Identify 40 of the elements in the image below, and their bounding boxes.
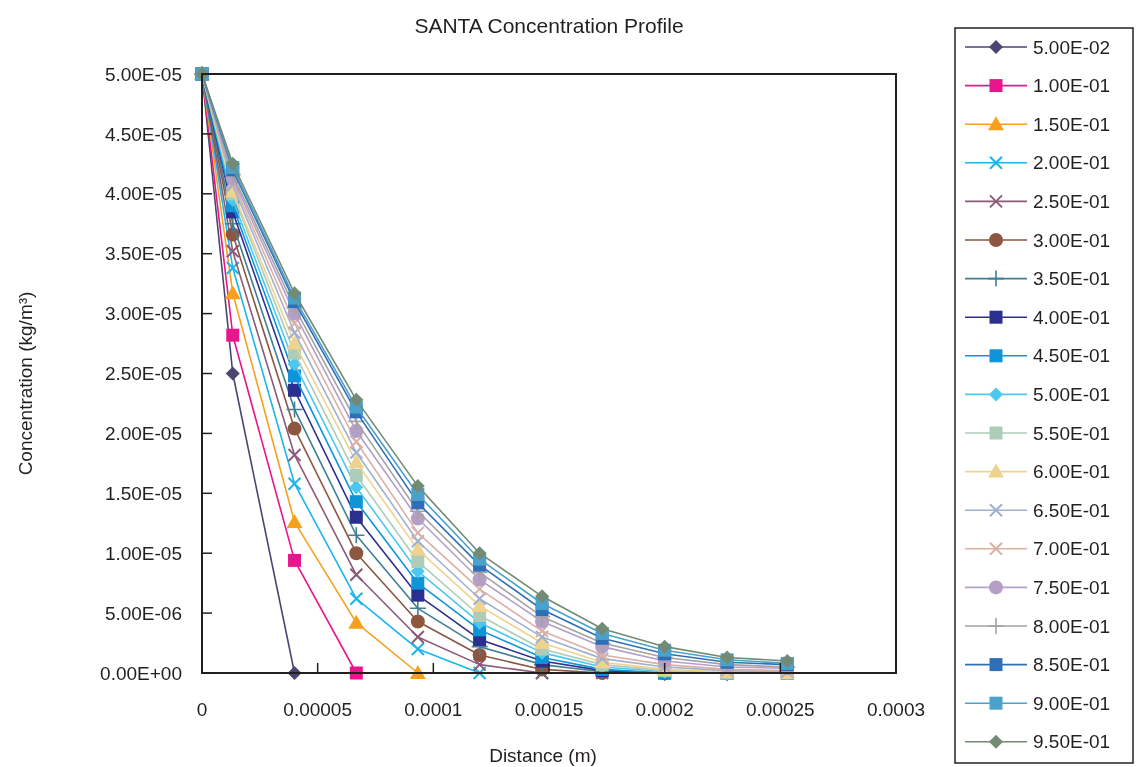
legend-label: 2.50E-01 <box>1033 191 1111 213</box>
y-tick-label: 5.00E-06 <box>104 602 182 624</box>
y-tick-label: 4.50E-05 <box>104 123 182 145</box>
legend-label: 6.00E-01 <box>1033 461 1111 483</box>
legend-label: 1.50E-01 <box>1033 113 1111 135</box>
x-tick-label: 0 <box>196 699 208 720</box>
legend-label: 2.00E-01 <box>1033 152 1111 174</box>
legend-label: 6.50E-01 <box>1033 499 1111 521</box>
y-tick-label: 1.50E-05 <box>104 482 182 504</box>
x-tick-label: 0.00005 <box>283 699 353 720</box>
chart-title: SANTA Concentration Profile <box>414 14 684 37</box>
legend-label: 9.00E-01 <box>1033 692 1111 714</box>
legend-label: 9.50E-01 <box>1033 731 1111 753</box>
y-tick-label: 2.50E-05 <box>104 363 182 385</box>
y-tick-label: 4.00E-05 <box>104 183 182 205</box>
x-tick-label: 0.00025 <box>745 699 815 720</box>
legend-label: 3.50E-01 <box>1033 268 1111 290</box>
legend-label: 3.00E-01 <box>1033 229 1111 251</box>
x-tick-label: 0.00015 <box>514 699 584 720</box>
y-tick-label: 3.00E-05 <box>104 303 182 325</box>
y-axis-title: Concentration (kg/m³) <box>15 291 36 476</box>
x-tick-label: 0.0001 <box>404 699 463 720</box>
legend-label: 7.50E-01 <box>1033 577 1111 599</box>
legend-label: 4.00E-01 <box>1033 306 1111 328</box>
legend-label: 1.00E-01 <box>1033 75 1111 97</box>
y-tick-label: 5.00E-05 <box>104 63 182 85</box>
legend-label: 4.50E-01 <box>1033 345 1111 367</box>
legend-label: 5.50E-01 <box>1033 422 1111 444</box>
y-tick-label: 2.00E-05 <box>104 423 182 445</box>
legend-label: 8.50E-01 <box>1033 654 1111 676</box>
x-axis-title: Distance (m) <box>489 745 597 766</box>
y-tick-label: 1.00E-05 <box>104 542 182 564</box>
legend-label: 8.00E-01 <box>1033 615 1111 637</box>
x-tick-label: 0.0002 <box>635 699 694 720</box>
y-tick-label: 3.50E-05 <box>104 243 182 265</box>
legend-label: 5.00E-02 <box>1033 36 1111 58</box>
legend-label: 5.00E-01 <box>1033 384 1111 406</box>
legend-label: 7.00E-01 <box>1033 538 1111 560</box>
y-tick-label: 0.00E+00 <box>100 662 182 684</box>
x-tick-label: 0.0003 <box>866 699 926 720</box>
